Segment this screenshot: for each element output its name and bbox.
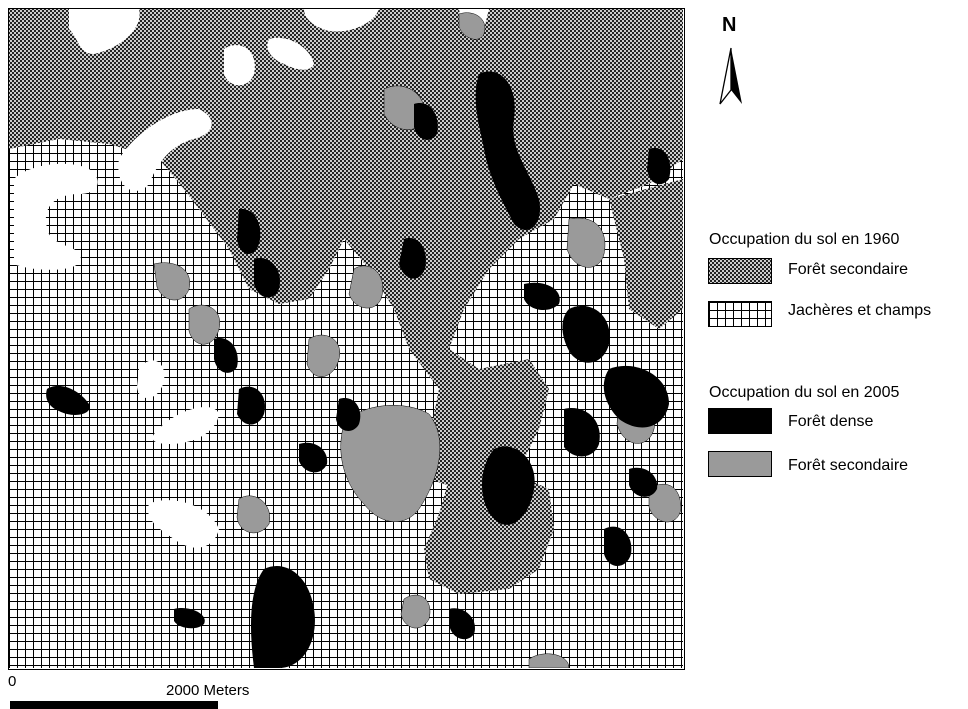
crosshatch-dense-swatch — [708, 258, 772, 284]
dense-forest-2005-16 — [174, 608, 205, 629]
dense-forest-2005-11 — [399, 238, 426, 279]
dense-forest-2005-19 — [414, 103, 438, 140]
land-cover-map — [8, 8, 685, 670]
secondary-forest-2005-4 — [348, 265, 383, 309]
dense-forest-2005-9 — [336, 398, 361, 431]
dense-forest-2005-14 — [524, 282, 560, 311]
dense-forest-2005-18 — [214, 338, 238, 373]
scale-bar — [10, 701, 218, 709]
clearing-4 — [224, 37, 314, 86]
secondary-forest-2005-5 — [566, 217, 606, 268]
dense-forest-swatch — [708, 408, 772, 434]
secondary-forest-2005-2 — [306, 334, 341, 377]
legend-2005-item-1-label: Forêt dense — [788, 413, 874, 430]
map-canvas — [9, 9, 683, 668]
secondary-forest-2005-swatch — [708, 451, 772, 477]
dense-forest-2005-12 — [237, 208, 261, 255]
north-arrow-icon — [719, 47, 742, 105]
secondary-forest-2005-11 — [188, 304, 221, 345]
legend-1960-item-2-label: Jachères et champs — [788, 302, 932, 319]
dense-forest-2005-5 — [564, 408, 600, 457]
scale-end-value: 2000 — [166, 682, 200, 699]
clearing-7 — [152, 406, 219, 444]
dense-forest-2005-6 — [251, 565, 315, 668]
grid-swatch — [708, 301, 772, 327]
dense-forest-2005-2 — [481, 446, 535, 525]
clearing-1 — [14, 163, 98, 270]
scale-start-label: 0 — [8, 673, 17, 690]
scale-end-label: 2000 Meters — [166, 682, 249, 699]
dense-forest-2005-1 — [475, 71, 540, 230]
dense-forest-2005-3 — [562, 305, 610, 363]
dense-forest-2005-7 — [46, 385, 90, 415]
dense-forest-2005-20 — [449, 608, 475, 640]
secondary-forest-2005-1 — [340, 405, 441, 522]
secondary-forest-2005-10 — [648, 484, 682, 523]
secondary-forest-2005-12 — [400, 594, 431, 629]
secondary-forest-2005-7 — [236, 495, 271, 534]
dense-forest-2005-8 — [237, 386, 265, 425]
legend-2005-item-2-label: Forêt secondaire — [788, 457, 909, 474]
clearing-2 — [118, 109, 212, 191]
secondary-forest-2005-13 — [528, 653, 570, 668]
scale-unit: Meters — [203, 682, 250, 699]
clearing-3 — [69, 9, 140, 54]
legend-1960-title: Occupation du sol en 1960 — [709, 231, 900, 248]
dense-forest-2005-15 — [604, 526, 632, 567]
dense-forest-2005-10 — [299, 442, 328, 473]
clearing-8 — [148, 500, 219, 548]
dense-forest-2005-4 — [603, 365, 669, 428]
clearing-6 — [137, 360, 165, 399]
legend-2005-title: Occupation du sol en 2005 — [709, 384, 900, 401]
secondary-forest-2005-3 — [153, 262, 191, 301]
legend-1960-item-1-label: Forêt secondaire — [788, 261, 909, 278]
dense-forest-2005-13 — [254, 258, 280, 298]
secondary-forest-1960-east — [609, 179, 683, 329]
dense-forest-2005-17 — [647, 148, 671, 185]
north-label: N — [722, 14, 737, 36]
dense-forest-2005-21 — [629, 467, 658, 497]
secondary-forest-2005-14 — [458, 12, 486, 40]
clearing-5 — [304, 9, 379, 32]
